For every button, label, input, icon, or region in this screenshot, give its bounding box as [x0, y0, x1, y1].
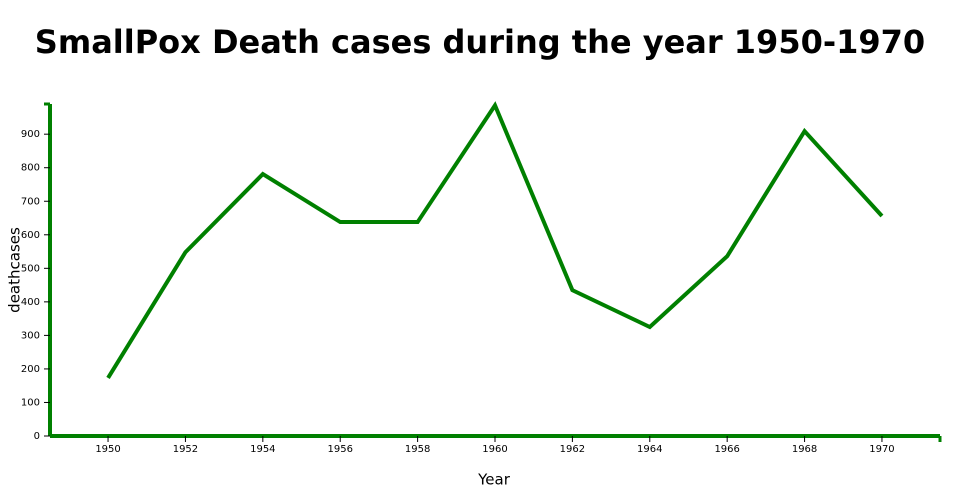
- y-tick-label: 0: [34, 431, 40, 442]
- y-tick-label: 500: [21, 263, 40, 274]
- x-tick-label: 1970: [869, 444, 894, 455]
- x-tick-label: 1956: [327, 444, 352, 455]
- x-tick-label: 1964: [637, 444, 662, 455]
- y-tick-label: 400: [21, 297, 40, 308]
- y-tick-label: 200: [21, 364, 40, 375]
- y-tick-label: 700: [21, 196, 40, 207]
- x-tick-label: 1954: [250, 444, 275, 455]
- x-tick-label: 1952: [173, 444, 198, 455]
- y-tick-label: 600: [21, 230, 40, 241]
- data-line: [106, 101, 884, 380]
- y-tick-label: 900: [21, 129, 40, 140]
- y-tick-label: 100: [21, 397, 40, 408]
- y-tick-label: 800: [21, 163, 40, 174]
- y-tick-label: 300: [21, 330, 40, 341]
- x-tick-label: 1950: [95, 444, 120, 455]
- x-tick-label: 1966: [714, 444, 739, 455]
- x-tick-label: 1962: [560, 444, 585, 455]
- x-tick-label: 1968: [792, 444, 817, 455]
- x-tick-label: 1960: [482, 444, 507, 455]
- y-axis-label: deathcases: [6, 227, 24, 313]
- x-tick-label: 1958: [405, 444, 430, 455]
- chart-title: SmallPox Death cases during the year 195…: [35, 23, 925, 61]
- x-axis-label: Year: [477, 471, 511, 489]
